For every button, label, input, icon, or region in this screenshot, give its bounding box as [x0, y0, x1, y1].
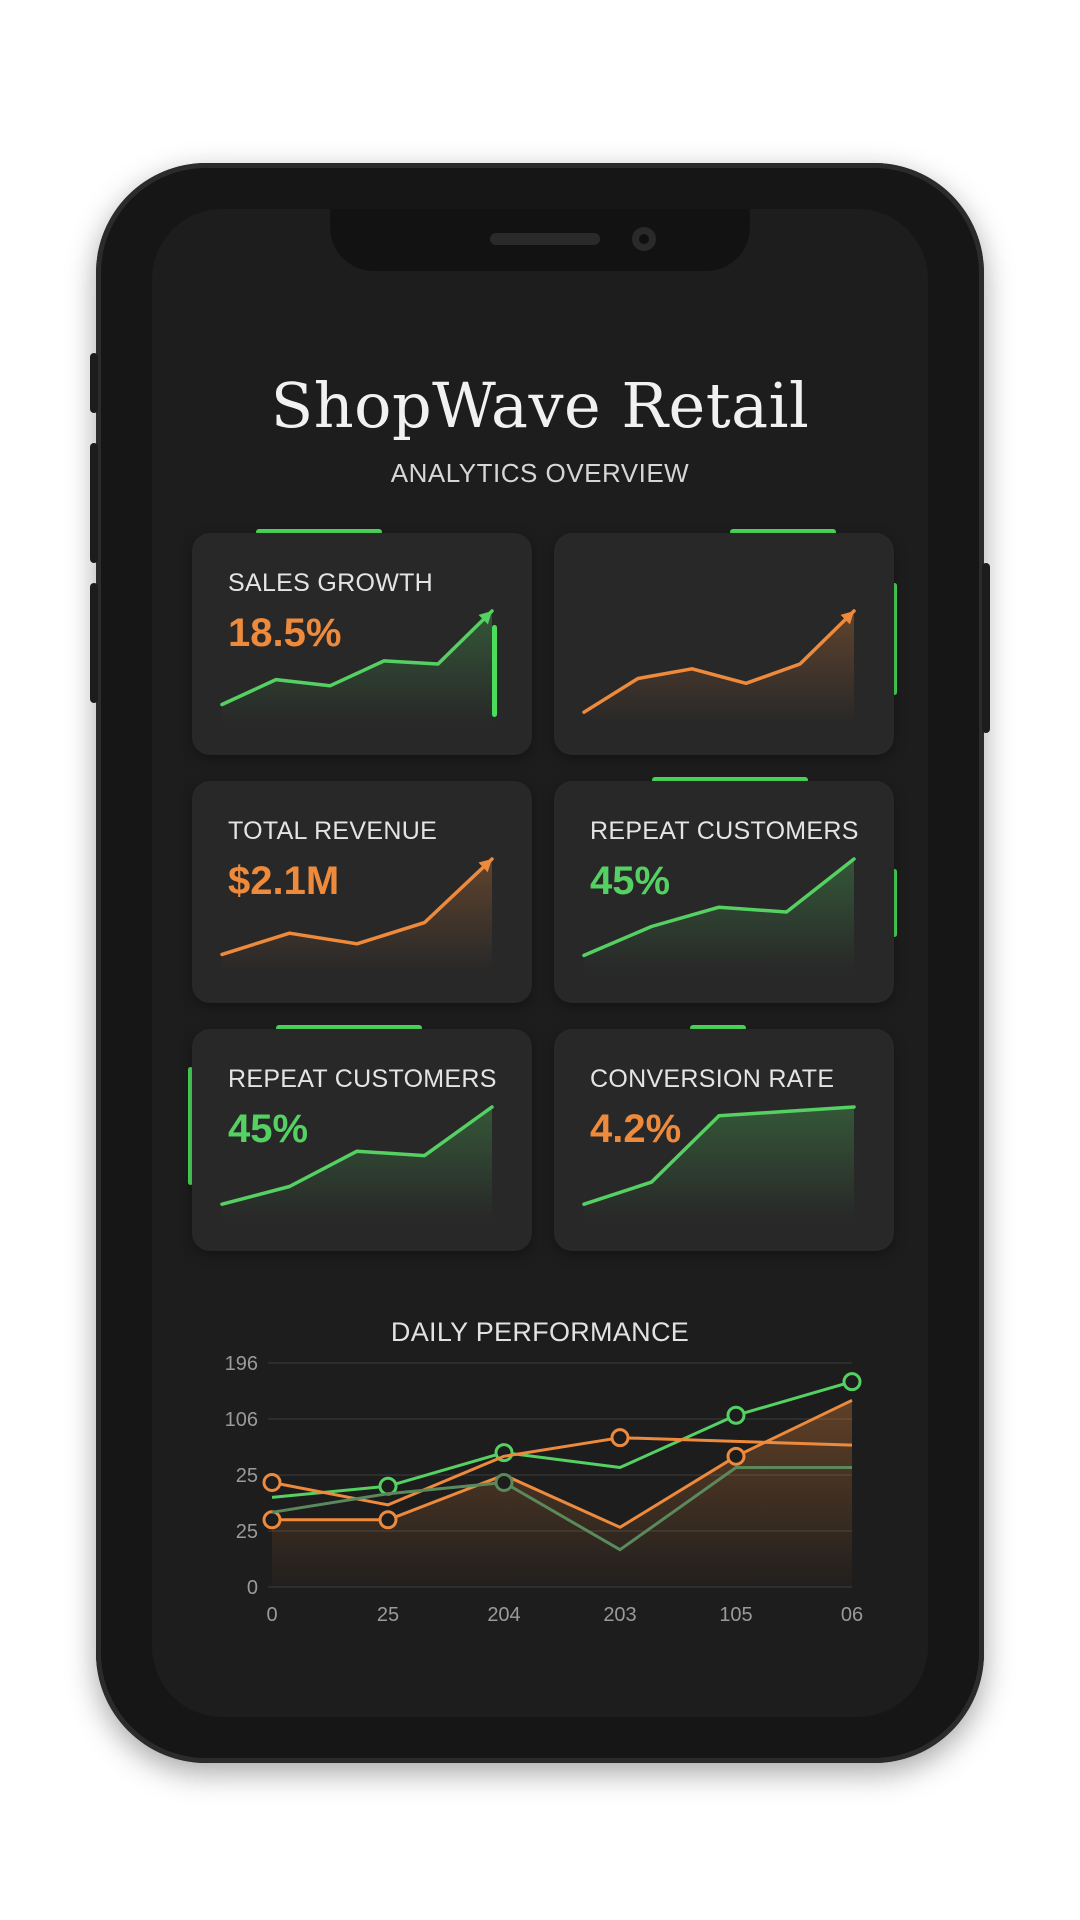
- kpi-label: SALES GROWTH: [228, 569, 434, 597]
- kpi-card-repeat-customers[interactable]: REPEAT CUSTOMERS 45%: [554, 781, 894, 1003]
- x-tick-label: 204: [487, 1604, 520, 1626]
- data-point: [610, 1428, 630, 1448]
- kpi-card-total-revenue[interactable]: TOTAL REVENUE $2.1M: [192, 781, 532, 1003]
- card-accent-bar: [730, 529, 836, 535]
- kpi-value: $2.1M: [228, 859, 340, 903]
- sparkline: [582, 1105, 856, 1219]
- x-tick-label: 203: [603, 1604, 636, 1626]
- sparkline: [220, 609, 494, 723]
- volume-down-button: [90, 583, 98, 703]
- y-tick-label: 106: [225, 1409, 258, 1431]
- sparkline-fill: [222, 859, 492, 971]
- daily-performance-chart: 0 25 25 106 196 0 25 204 203 105 06: [225, 1353, 864, 1626]
- phone-frame: ShopWave Retail ANALYTICS OVERVIEW SALES…: [90, 163, 990, 1763]
- data-point: [726, 1405, 746, 1425]
- kpi-card-conversion-rate[interactable]: CONVERSION RATE 4.2%: [554, 1029, 894, 1251]
- card-accent-bar: [188, 1067, 193, 1185]
- kpi-value: 4.2%: [590, 1107, 682, 1151]
- arrow-up-icon: [478, 859, 492, 873]
- arrow-up-icon: [840, 611, 854, 625]
- sparkline-fill: [584, 611, 854, 723]
- series-line: [271, 1380, 853, 1499]
- front-camera-icon: [632, 227, 656, 251]
- notch: [330, 209, 750, 271]
- kpi-value: 18.5%: [228, 611, 342, 655]
- data-point: [494, 1472, 514, 1492]
- series-line: [272, 1398, 853, 1529]
- kpi-card-repeat-customers-2[interactable]: REPEAT CUSTOMERS 45%: [192, 1029, 532, 1251]
- sparkline-line: [220, 609, 494, 707]
- sparkline-fill: [222, 1107, 492, 1219]
- y-tick-label: 25: [236, 1465, 258, 1487]
- app-title: ShopWave Retail: [270, 369, 810, 442]
- series-area: [272, 1400, 852, 1587]
- sparkline-fill: [584, 1107, 854, 1219]
- sparkline: [582, 857, 856, 971]
- sparkline-line: [220, 857, 494, 957]
- sparkline-line: [582, 609, 856, 714]
- kpi-value: 45%: [228, 1107, 309, 1151]
- y-tick-label: 0: [247, 1577, 258, 1599]
- phone-screen: ShopWave Retail ANALYTICS OVERVIEW SALES…: [152, 209, 928, 1717]
- volume-up-button: [90, 443, 98, 563]
- card-accent-bar: [256, 529, 382, 535]
- sparkline-fill: [584, 859, 854, 971]
- card-accent-bar: [892, 869, 897, 937]
- card-accent-bar: [690, 1025, 746, 1031]
- x-tick-label: 105: [719, 1604, 752, 1626]
- sparkline: [220, 857, 494, 971]
- chart-title: DAILY PERFORMANCE: [390, 1317, 690, 1347]
- card-accent-bar: [892, 583, 897, 695]
- card-accent-bar: [492, 625, 497, 717]
- kpi-card-sales-growth[interactable]: SALES GROWTH 18.5%: [192, 533, 532, 755]
- sparkline: [220, 1105, 494, 1219]
- card-accent-bar: [276, 1025, 422, 1031]
- data-point: [842, 1372, 862, 1392]
- speaker-grille: [490, 233, 600, 245]
- series-line: [271, 1436, 853, 1507]
- x-tick-label: 0: [266, 1604, 277, 1626]
- series-line: [271, 1466, 852, 1552]
- kpi-label: TOTAL REVENUE: [228, 817, 438, 845]
- power-button: [982, 563, 990, 733]
- sparkline: [582, 609, 856, 723]
- sparkline-fill: [222, 611, 492, 723]
- app-subtitle: ANALYTICS OVERVIEW: [390, 458, 690, 488]
- kpi-value: 45%: [590, 859, 671, 903]
- sparkline-line: [582, 857, 856, 958]
- y-tick-label: 196: [225, 1353, 258, 1375]
- sparkline-line: [220, 1105, 494, 1206]
- kpi-label: CONVERSION RATE: [590, 1065, 835, 1093]
- data-point: [726, 1446, 746, 1466]
- sparkline-line: [582, 1105, 856, 1206]
- kpi-label: REPEAT CUSTOMERS: [590, 817, 859, 845]
- data-point: [262, 1472, 282, 1492]
- y-tick-label: 25: [236, 1521, 258, 1543]
- x-tick-label: 06: [841, 1604, 863, 1626]
- silent-switch: [90, 353, 98, 413]
- data-point: [262, 1510, 282, 1530]
- kpi-card-trend[interactable]: [554, 533, 894, 755]
- x-tick-label: 25: [377, 1604, 399, 1626]
- arrow-up-icon: [478, 611, 492, 625]
- card-accent-bar: [652, 777, 808, 783]
- kpi-label: REPEAT CUSTOMERS: [228, 1065, 497, 1093]
- data-point: [378, 1510, 398, 1530]
